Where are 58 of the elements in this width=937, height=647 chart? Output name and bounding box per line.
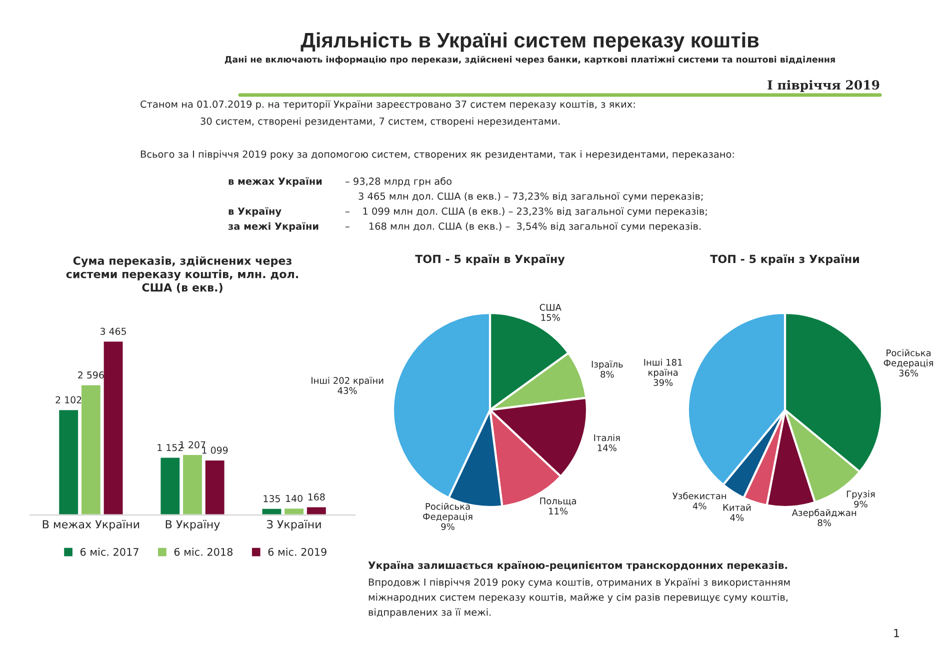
legend-label: 6 міс. 2017 xyxy=(80,548,138,556)
slice-label: Узбекистан xyxy=(672,492,726,500)
text: за межі України xyxy=(228,222,318,232)
data-label: 168 xyxy=(308,493,325,501)
slice-label: Грузія xyxy=(846,490,875,500)
data-label: 9% xyxy=(854,500,868,508)
legend-label: 6 міс. 2018 xyxy=(174,548,232,556)
slice-label: Китай xyxy=(723,504,751,511)
data-label: 9% xyxy=(441,523,454,530)
data-label: 36% xyxy=(899,370,918,376)
text: І півріччя 2019 xyxy=(768,80,880,92)
slice-label: Азербайджан xyxy=(792,508,856,518)
text: 30 систем, створені резидентами, 7 систем, створені нерезидентами. xyxy=(200,117,560,127)
chart-title: ТОП - 5 країн з України xyxy=(710,254,859,266)
text: 1 xyxy=(894,628,899,638)
text: в Україну xyxy=(228,207,282,217)
text: відправлених за її межі. xyxy=(368,608,491,618)
slice-label: Ізраїль xyxy=(592,360,623,370)
data-label: 14% xyxy=(598,444,616,452)
text: Дані не включають інформацію про перекази, здійснені через банки, карткові платіжні системи та поштові відділення xyxy=(224,56,835,64)
slice-label: Польща xyxy=(540,498,576,506)
slice-label: Інші 181 країна xyxy=(644,358,682,378)
data-label: 2 596 xyxy=(78,371,104,379)
data-label: 15% xyxy=(541,314,560,321)
text: Станом на 01.07.2019 р. на території України зареєстровано 37 систем переказу коштів, з яких: xyxy=(140,100,635,110)
text: Діяльність в Україні систем переказу коштів xyxy=(300,32,759,52)
text: Впродовж І півріччя 2019 року сума коштів, отриманих в Україні з використанням xyxy=(368,578,790,588)
data-label: 8% xyxy=(600,370,614,378)
text: Україна залишається країною-реципієнтом транскордонних переказів. xyxy=(368,561,788,571)
data-label: 2 102 xyxy=(56,396,82,404)
data-label: 8% xyxy=(818,519,832,526)
text: – 93,28 млрд грн або xyxy=(345,177,452,187)
data-label: 140 xyxy=(286,494,302,502)
data-label: 4% xyxy=(730,514,744,521)
slice-label: Російська Федерація xyxy=(423,502,472,522)
slice-label: Російська Федерація xyxy=(884,349,933,368)
slice-label: Інші 202 країни xyxy=(312,376,384,386)
text: 3 465 млн дол. США (в екв.) – 73,23% від загальної суми переказів; xyxy=(358,192,703,202)
text: – 168 млн дол. США (в екв.) – 3,54% від загальної суми переказів. xyxy=(345,222,701,232)
data-label: 1 099 xyxy=(202,446,228,454)
text: в межах України xyxy=(228,177,322,187)
legend-label: 6 міс. 2019 xyxy=(268,548,326,556)
data-label: 135 xyxy=(264,495,280,502)
text: Всього за І півріччя 2019 року за допомогою систем, створених як резидентами, так і нерезидентами, переказано: xyxy=(140,150,734,160)
text: – 1 099 млн дол. США (в екв.) – 23,23% від загальної суми переказів; xyxy=(345,207,707,217)
x-tick-label: В межах України xyxy=(42,520,140,531)
chart-title: ТОП - 5 країн в Україну xyxy=(415,254,565,266)
x-tick-label: З України xyxy=(267,520,321,531)
data-label: 39% xyxy=(654,379,673,386)
text: міжнародних систем переказу коштів, майже у сім разів перевищує суму коштів, xyxy=(368,593,788,603)
slice-label: США xyxy=(540,304,562,311)
x-tick-label: В Україну xyxy=(166,520,220,531)
chart-title: Сума переказів, здійснених через системи переказу коштів, млн. дол. США (в екв.) xyxy=(66,256,298,293)
data-label: 4% xyxy=(692,502,706,510)
data-label: 43% xyxy=(338,387,357,394)
data-label: 11% xyxy=(549,508,568,514)
slice-label: Італія xyxy=(594,434,620,442)
data-label: 3 465 xyxy=(100,328,126,335)
